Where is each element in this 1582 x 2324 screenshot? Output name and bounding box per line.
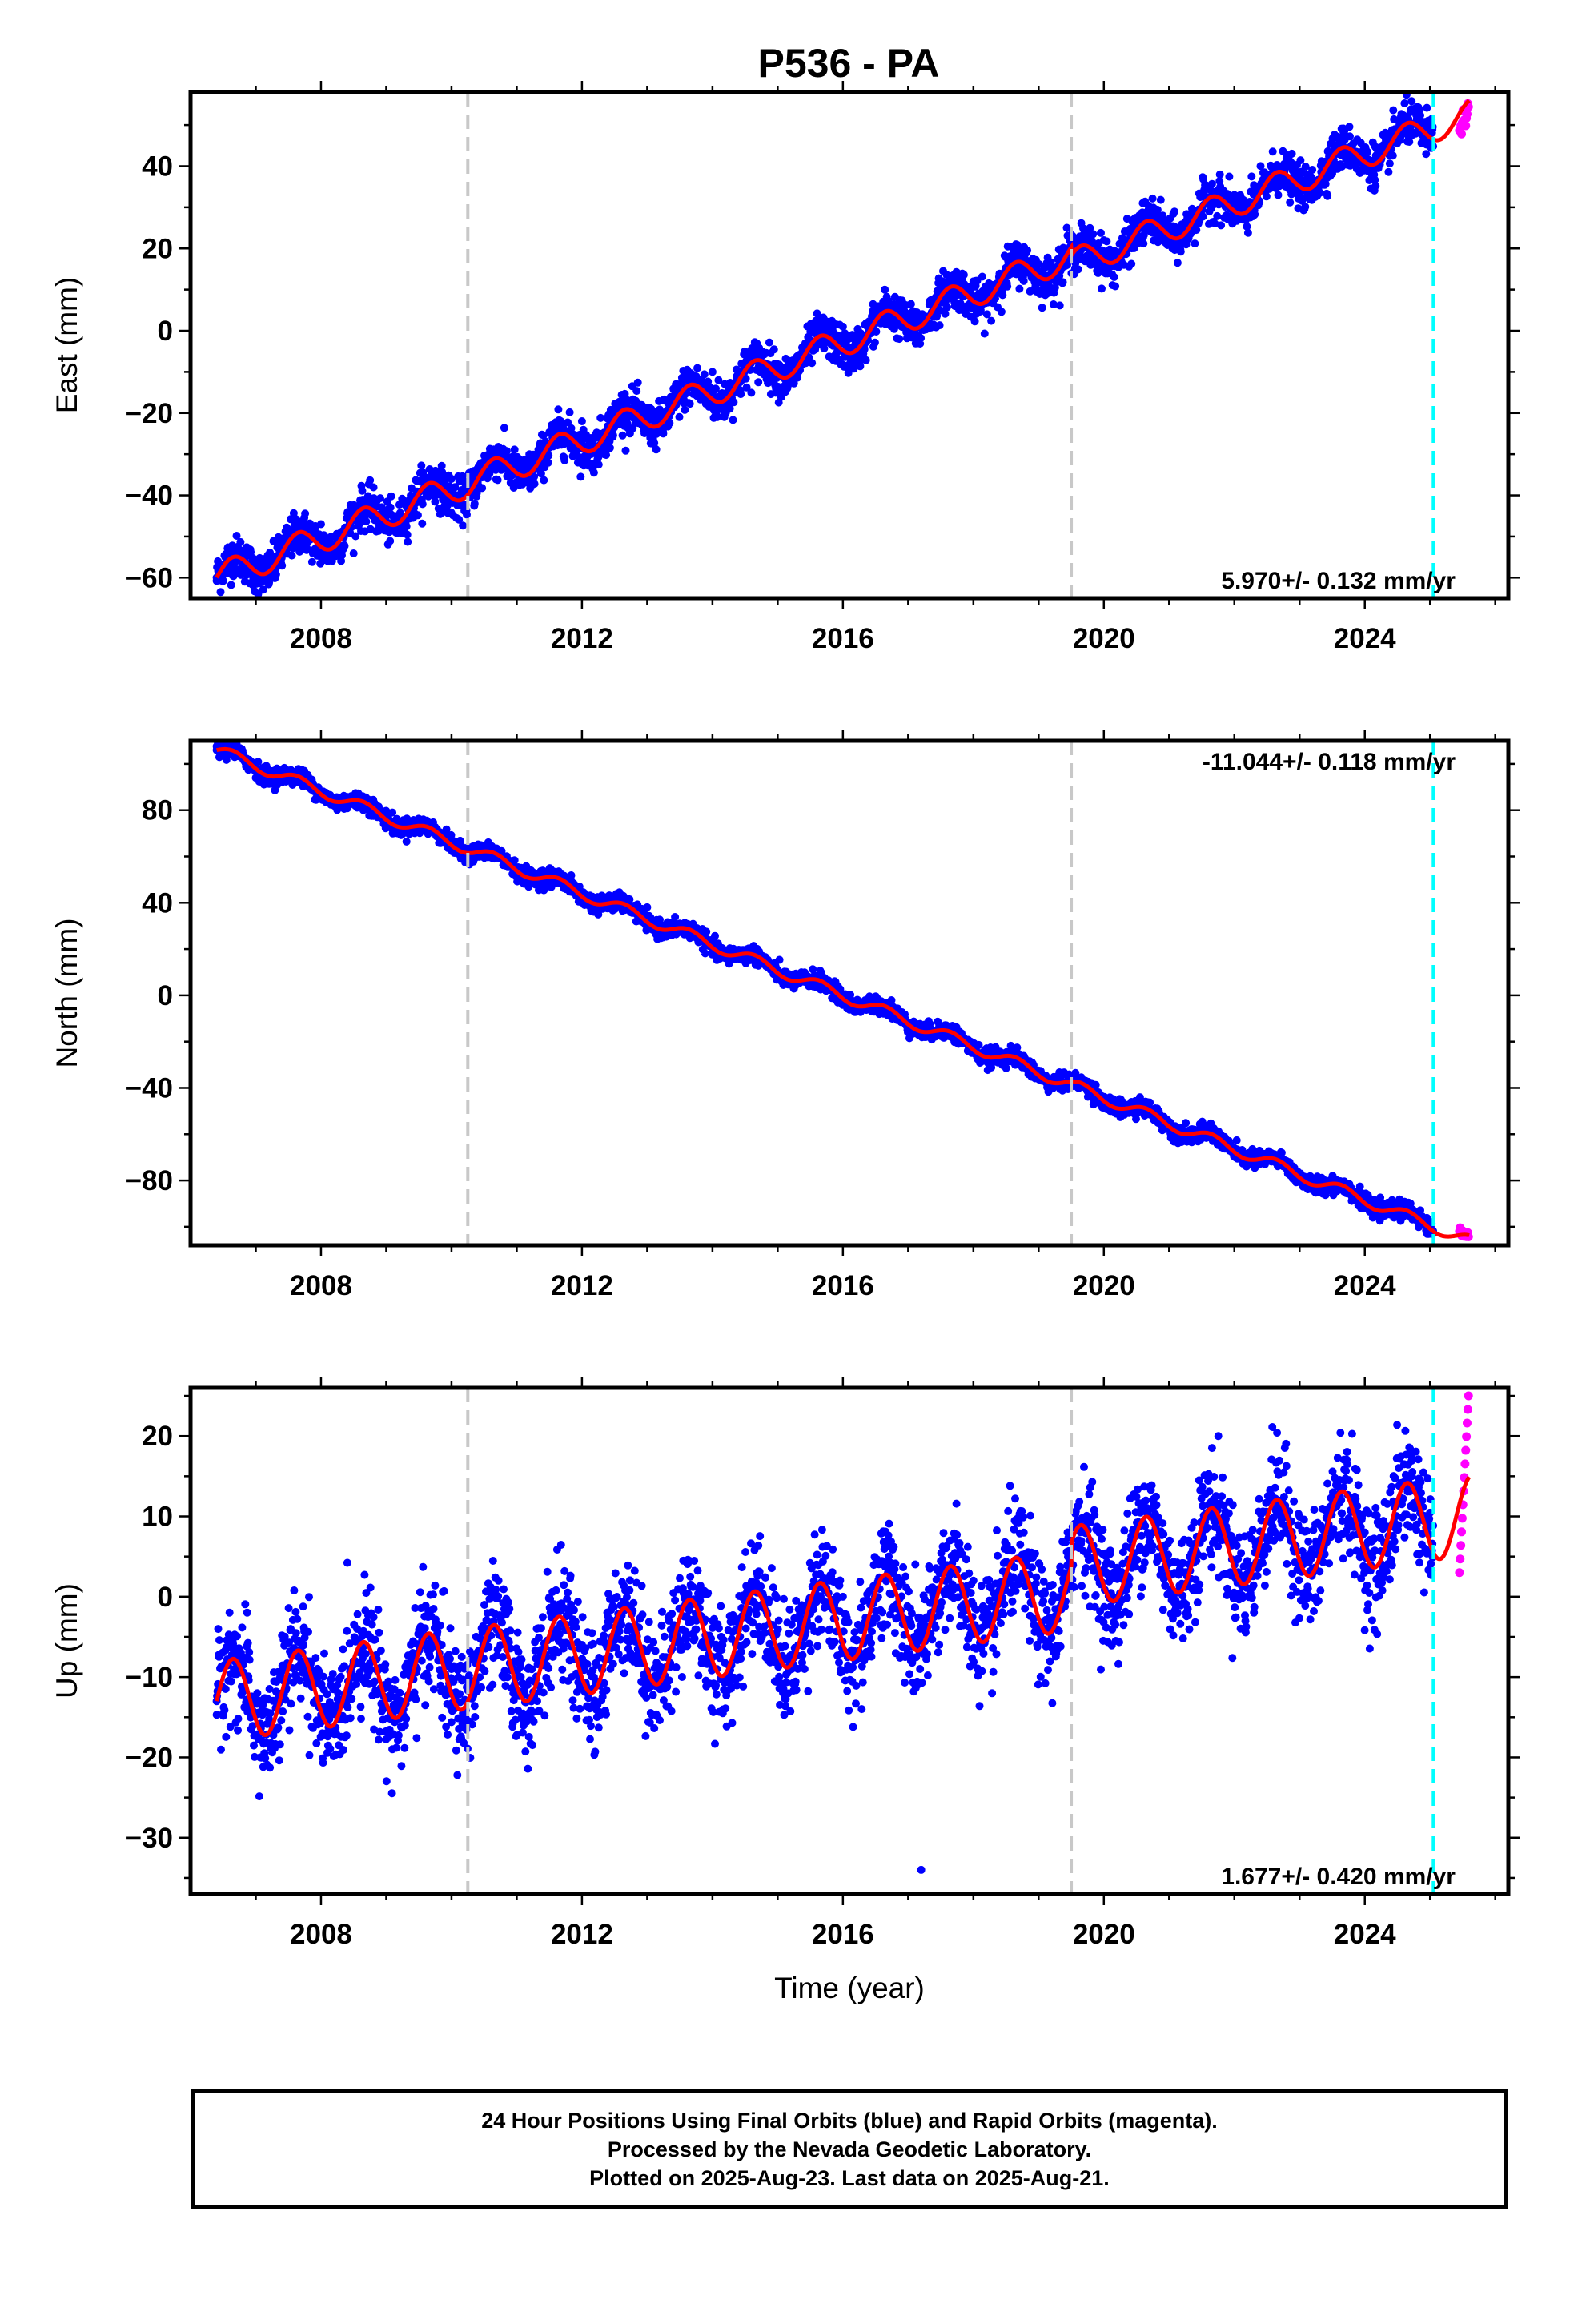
y-tick-label: 0 xyxy=(158,1582,173,1613)
y-tick-label: −20 xyxy=(126,1742,173,1773)
x-tick-label: 2024 xyxy=(1334,1919,1396,1950)
x-tick-label: 2016 xyxy=(812,1919,874,1950)
final-orbit-point xyxy=(969,277,978,286)
footer-line-3: Plotted on 2025-Aug-23. Last data on 202… xyxy=(589,2166,1110,2190)
rapid-orbit-point xyxy=(1461,121,1471,131)
rapid-orbit-point xyxy=(1462,109,1472,119)
x-tick-label: 2016 xyxy=(812,1270,874,1301)
final-orbit-point xyxy=(447,1665,456,1674)
velocity-annotation: 1.677+/- 0.420 mm/yr xyxy=(1221,1864,1456,1890)
footer-box: 24 Hour Positions Using Final Orbits (bl… xyxy=(191,2089,1508,2209)
x-tick-label: 2012 xyxy=(551,1919,613,1950)
x-axis-label: Time (year) xyxy=(774,1972,925,2004)
y-tick-label: 20 xyxy=(142,1421,173,1452)
y-tick-label: 20 xyxy=(142,233,173,264)
plot-frame xyxy=(188,1385,1511,1896)
final-orbit-points xyxy=(212,92,1438,598)
y-tick-label: 40 xyxy=(142,887,173,919)
final-orbit-points xyxy=(212,1421,1438,1874)
rapid-orbit-point xyxy=(1462,1432,1472,1441)
rapid-orbit-point xyxy=(1457,1527,1467,1537)
final-orbit-point xyxy=(447,474,456,483)
x-tick-label: 2024 xyxy=(1334,1270,1396,1301)
rapid-orbit-point xyxy=(1461,1445,1471,1455)
model-fit-line xyxy=(215,99,1471,579)
final-orbit-point xyxy=(1099,235,1108,244)
y-tick-label: −80 xyxy=(126,1165,173,1196)
final-orbit-point xyxy=(316,520,325,529)
final-orbit-point xyxy=(838,1592,847,1601)
final-orbit-point xyxy=(577,1641,586,1650)
panel-north: 2008 2012 2016 2020 2024 −80 −40 0 40 80 North (mm… xyxy=(50,730,1520,1301)
rapid-orbit-point xyxy=(1460,1459,1470,1469)
velocity-annotation: 5.970+/- 0.132 mm/yr xyxy=(1221,568,1456,594)
rapid-orbit-points xyxy=(1455,1223,1473,1241)
plot-frame xyxy=(188,738,1511,1248)
rapid-orbit-point xyxy=(1457,129,1467,139)
rapid-orbit-points xyxy=(1455,1391,1473,1578)
final-orbit-point xyxy=(708,1616,717,1625)
footer-line-1: 24 Hour Positions Using Final Orbits (bl… xyxy=(481,2109,1218,2133)
x-tick-label: 2012 xyxy=(551,1270,613,1301)
x-tick-label: 2012 xyxy=(551,623,613,654)
rapid-orbit-point xyxy=(1462,1418,1472,1428)
final-orbit-point xyxy=(577,417,586,426)
y-axis-label: East (mm) xyxy=(50,277,83,414)
y-tick-label: −30 xyxy=(126,1823,173,1854)
x-tick-label: 2020 xyxy=(1073,623,1135,654)
y-tick-label: 0 xyxy=(158,316,173,347)
x-tick-label: 2024 xyxy=(1334,623,1396,654)
y-tick-label: −60 xyxy=(126,562,173,593)
final-orbit-point xyxy=(969,1576,978,1585)
x-tick-label: 2020 xyxy=(1073,1270,1135,1301)
y-tick-label: 0 xyxy=(158,980,173,1011)
final-orbit-points xyxy=(212,741,1438,1238)
y-tick-label: 40 xyxy=(142,151,173,182)
plot-frame xyxy=(188,90,1511,601)
final-orbit-point xyxy=(1230,191,1239,199)
y-tick-label: −40 xyxy=(126,1072,173,1104)
final-orbit-point xyxy=(316,1681,325,1690)
panel-up: 2008 2012 2016 2020 2024 −30 −20 −10 0 10 20 Up (mm… xyxy=(50,1377,1520,2004)
final-orbit-point xyxy=(917,1865,926,1874)
model-fit-line xyxy=(215,1475,1472,1737)
rapid-orbit-point xyxy=(1457,1514,1467,1523)
final-orbit-point xyxy=(838,322,847,331)
rapid-orbit-point xyxy=(1456,1554,1465,1564)
y-axis-label: North (mm) xyxy=(50,918,83,1068)
panel-east: 2008 2012 2016 2020 2024 −60 −40 −20 0 20 40 East (… xyxy=(50,81,1520,654)
x-tick-label: 2008 xyxy=(290,1270,352,1301)
footer-line-2: Processed by the Nevada Geodetic Laborat… xyxy=(607,2137,1092,2161)
y-tick-label: 80 xyxy=(142,795,173,826)
y-tick-label: 10 xyxy=(142,1502,173,1533)
velocity-annotation: -11.044+/- 0.118 mm/yr xyxy=(1203,749,1456,775)
model-fit-line xyxy=(215,746,1470,1239)
y-tick-label: −10 xyxy=(126,1662,173,1693)
rapid-orbit-point xyxy=(1456,1541,1466,1550)
y-tick-label: −20 xyxy=(126,398,173,429)
final-orbit-point xyxy=(1360,1528,1369,1537)
rapid-orbit-point xyxy=(1464,1391,1473,1401)
x-tick-label: 2008 xyxy=(290,623,352,654)
figure-title: P536 - PA xyxy=(758,41,940,86)
x-tick-label: 2020 xyxy=(1073,1919,1135,1950)
y-tick-label: −40 xyxy=(126,480,173,512)
final-orbit-point xyxy=(708,368,717,376)
x-tick-label: 2008 xyxy=(290,1919,352,1950)
rapid-orbit-point xyxy=(1463,1405,1472,1414)
final-orbit-point xyxy=(1230,1536,1239,1545)
y-axis-label: Up (mm) xyxy=(50,1583,83,1699)
x-tick-label: 2016 xyxy=(812,623,874,654)
final-orbit-point xyxy=(1360,150,1369,159)
rapid-orbit-point xyxy=(1455,1568,1464,1578)
